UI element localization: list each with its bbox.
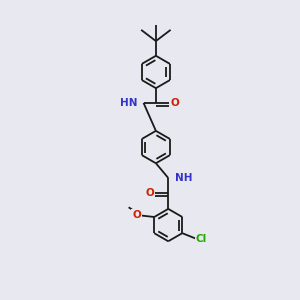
Text: HN: HN <box>119 98 137 108</box>
Text: Cl: Cl <box>196 234 207 244</box>
Text: O: O <box>145 188 154 198</box>
Text: NH: NH <box>175 173 192 183</box>
Text: O: O <box>132 210 141 220</box>
Text: O: O <box>170 98 179 108</box>
